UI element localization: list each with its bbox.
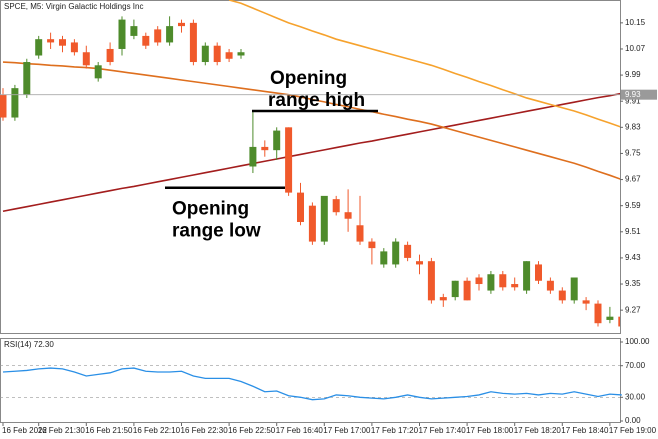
candle-body <box>82 52 90 66</box>
candle-body <box>237 52 245 56</box>
candle-body <box>487 274 495 291</box>
candle-body <box>511 284 519 288</box>
candle-body <box>499 274 507 288</box>
y-tick-label: 9.51 <box>625 227 641 236</box>
chart-title: SPCE, M5: Virgin Galactic Holdings Inc <box>4 2 143 11</box>
x-tick-label: 16 Feb 22:30 <box>181 426 229 435</box>
candle-body <box>570 277 578 301</box>
y-tick-label: 0.00 <box>625 416 641 425</box>
y-tick-label: 9.91 <box>625 96 641 105</box>
candle-body <box>439 297 447 301</box>
candle-body <box>344 212 352 219</box>
candle-body <box>558 290 566 301</box>
candle-body <box>297 192 304 222</box>
annotation-text: range low <box>172 221 261 242</box>
y-tick-label: 100.00 <box>625 337 650 346</box>
candle-body <box>118 19 126 49</box>
candle-body <box>201 45 209 63</box>
x-tick-label: 17 Feb 17:20 <box>371 426 419 435</box>
candle-body <box>261 146 269 151</box>
plot-area <box>0 0 620 327</box>
candle-body <box>23 62 31 95</box>
y-tick-label: 10.07 <box>625 44 646 53</box>
x-tick-label: 17 Feb 18:20 <box>514 426 562 435</box>
x-tick-label: 17 Feb 17:40 <box>419 426 467 435</box>
candle-body <box>47 39 55 43</box>
candle-body <box>308 205 316 242</box>
annotation-text: range high <box>268 90 365 111</box>
candle-body <box>130 26 138 36</box>
x-tick-label: 16 Feb 21:30 <box>38 426 86 435</box>
annotation-text: Opening <box>270 68 347 89</box>
candle-body <box>178 22 185 27</box>
candle-body <box>225 52 233 59</box>
candle-body <box>416 261 423 265</box>
candle-body <box>582 300 590 304</box>
candle-body <box>142 35 150 46</box>
candle-body <box>535 264 542 281</box>
x-tick-label: 17 Feb 18:40 <box>561 426 609 435</box>
candle-body <box>166 26 174 43</box>
y-tick-label: 9.99 <box>625 70 641 79</box>
rsi-title: RSI(14) 72.30 <box>4 340 54 349</box>
candle-body <box>594 303 602 324</box>
y-tick-label: 9.67 <box>625 175 641 184</box>
x-tick-label: 16 Feb 2022 <box>2 426 47 435</box>
candle-body <box>451 280 459 298</box>
candle-body <box>154 29 162 43</box>
candle-body <box>285 127 293 193</box>
candle-body <box>106 48 114 63</box>
x-tick-label: 17 Feb 16:40 <box>276 426 324 435</box>
x-tick-label: 17 Feb 18:00 <box>466 426 514 435</box>
candle-body <box>11 88 19 118</box>
x-tick-label: 17 Feb 17:00 <box>323 426 371 435</box>
candle-body <box>213 45 221 63</box>
x-tick-label: 16 Feb 21:50 <box>85 426 133 435</box>
candle-body <box>59 39 66 46</box>
y-tick-label: 9.43 <box>625 253 641 262</box>
candle-body <box>523 261 531 291</box>
y-tick-label: 70.00 <box>625 361 646 370</box>
candle-body <box>404 244 412 258</box>
x-tick-label: 17 Feb 19:00 <box>609 426 657 435</box>
candle-body <box>368 241 376 249</box>
candle-body <box>273 130 281 151</box>
main-frame <box>0 0 621 334</box>
candle-body <box>356 225 364 242</box>
candle-body <box>427 261 435 301</box>
candle-body <box>94 65 102 79</box>
candle-body <box>546 280 554 291</box>
candle-body <box>70 42 78 53</box>
y-tick-label: 9.75 <box>625 149 641 158</box>
y-tick-label: 10.15 <box>625 18 646 27</box>
y-tick-label: 9.83 <box>625 122 641 131</box>
candle-body <box>249 146 257 167</box>
candle-body <box>189 22 197 63</box>
annotation-text: Opening <box>172 199 249 220</box>
x-tick-label: 16 Feb 22:50 <box>228 426 276 435</box>
candle-body <box>35 39 43 56</box>
line <box>228 0 620 128</box>
candle-body <box>475 277 483 285</box>
candle-body <box>332 199 340 213</box>
price-label: 9.93 <box>625 90 641 99</box>
y-tick-label: 9.27 <box>625 305 641 314</box>
candle-body <box>463 280 471 301</box>
candle-body <box>0 94 7 118</box>
candle-body <box>606 316 614 320</box>
line <box>2 61 620 180</box>
y-tick-label: 30.00 <box>625 392 646 401</box>
y-tick-label: 9.35 <box>625 279 641 288</box>
candle-body <box>618 316 620 327</box>
candle-body <box>392 241 400 265</box>
line <box>2 92 620 213</box>
candle-body <box>380 251 388 265</box>
candle-body <box>320 195 328 242</box>
rsi-frame <box>0 338 621 423</box>
y-tick-label: 9.59 <box>625 201 641 210</box>
line <box>2 367 622 401</box>
x-tick-label: 16 Feb 22:10 <box>133 426 181 435</box>
price-label-box <box>621 89 657 100</box>
